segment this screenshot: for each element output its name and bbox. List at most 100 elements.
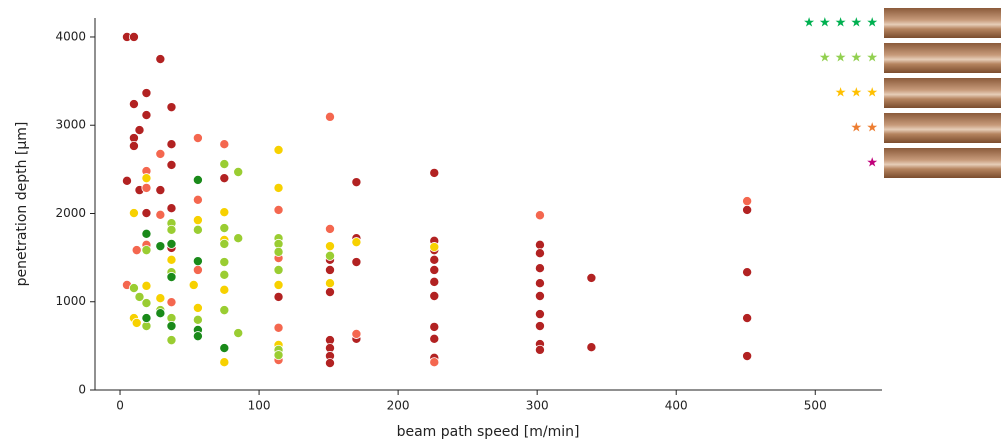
point [534, 210, 545, 221]
point [324, 250, 335, 261]
legend-stars: ★ ★ ★ ★ ★ [803, 16, 878, 31]
point [742, 351, 753, 362]
point [219, 284, 230, 295]
point [324, 241, 335, 252]
point [219, 207, 230, 218]
point [166, 254, 177, 265]
point [166, 203, 177, 214]
point [192, 331, 203, 342]
point [351, 257, 362, 268]
legend-image [884, 78, 1001, 108]
point [219, 159, 230, 170]
point [219, 269, 230, 280]
legend-stars: ★ [866, 156, 878, 171]
point [233, 233, 244, 244]
legend-image [884, 8, 1001, 38]
point [273, 322, 284, 333]
point [534, 239, 545, 250]
point [141, 110, 152, 121]
legend-stars: ★ ★ ★ ★ [819, 51, 878, 66]
point [192, 174, 203, 185]
point [166, 272, 177, 283]
point [742, 204, 753, 215]
point [166, 139, 177, 150]
point [166, 297, 177, 308]
point [192, 302, 203, 313]
y-tick-label: 3000 [55, 118, 86, 132]
point [429, 254, 440, 265]
point [219, 139, 230, 150]
point [351, 177, 362, 188]
legend-stars: ★ ★ [851, 121, 878, 136]
point [166, 102, 177, 113]
y-axis-title: penetration depth [µm] [14, 122, 30, 287]
x-tick-label: 300 [526, 399, 549, 413]
legend-image [884, 43, 1001, 73]
point [141, 88, 152, 99]
point [324, 264, 335, 275]
point [219, 343, 230, 354]
point [192, 256, 203, 267]
point [273, 246, 284, 257]
point [233, 328, 244, 339]
point [534, 321, 545, 332]
point [429, 242, 440, 253]
point [128, 283, 139, 294]
point [192, 314, 203, 325]
y-tick-label: 0 [78, 383, 86, 397]
point [273, 144, 284, 155]
point [192, 264, 203, 275]
point [273, 350, 284, 361]
y-tick-label: 2000 [55, 206, 86, 220]
point [128, 208, 139, 219]
point [273, 279, 284, 290]
point [534, 248, 545, 259]
point [273, 264, 284, 275]
point [219, 223, 230, 234]
point [273, 291, 284, 302]
point [131, 245, 142, 256]
x-tick-label: 0 [116, 399, 124, 413]
point [188, 279, 199, 290]
point [121, 175, 132, 186]
point [534, 309, 545, 320]
point [141, 298, 152, 309]
point [155, 209, 166, 220]
point [534, 278, 545, 289]
point [141, 173, 152, 184]
point [742, 267, 753, 278]
point [166, 224, 177, 235]
point [219, 257, 230, 268]
point [192, 133, 203, 144]
point [273, 204, 284, 215]
y-tick-label: 4000 [55, 29, 86, 43]
point [586, 272, 597, 283]
point [742, 313, 753, 324]
point [141, 313, 152, 324]
point [534, 344, 545, 355]
point [128, 31, 139, 42]
point [324, 111, 335, 122]
point [429, 276, 440, 287]
point [429, 167, 440, 178]
point [324, 278, 335, 289]
point [155, 148, 166, 159]
point [134, 291, 145, 302]
point [429, 291, 440, 302]
point [219, 173, 230, 184]
point [141, 208, 152, 219]
point [429, 333, 440, 344]
point [131, 317, 142, 328]
point [351, 237, 362, 248]
point [141, 245, 152, 256]
point [155, 241, 166, 252]
point [351, 328, 362, 339]
point [586, 342, 597, 353]
point [742, 196, 753, 207]
point [166, 321, 177, 332]
x-tick-label: 100 [248, 399, 271, 413]
point [155, 185, 166, 196]
legend-stars: ★ ★ ★ [835, 86, 878, 101]
point [324, 287, 335, 298]
